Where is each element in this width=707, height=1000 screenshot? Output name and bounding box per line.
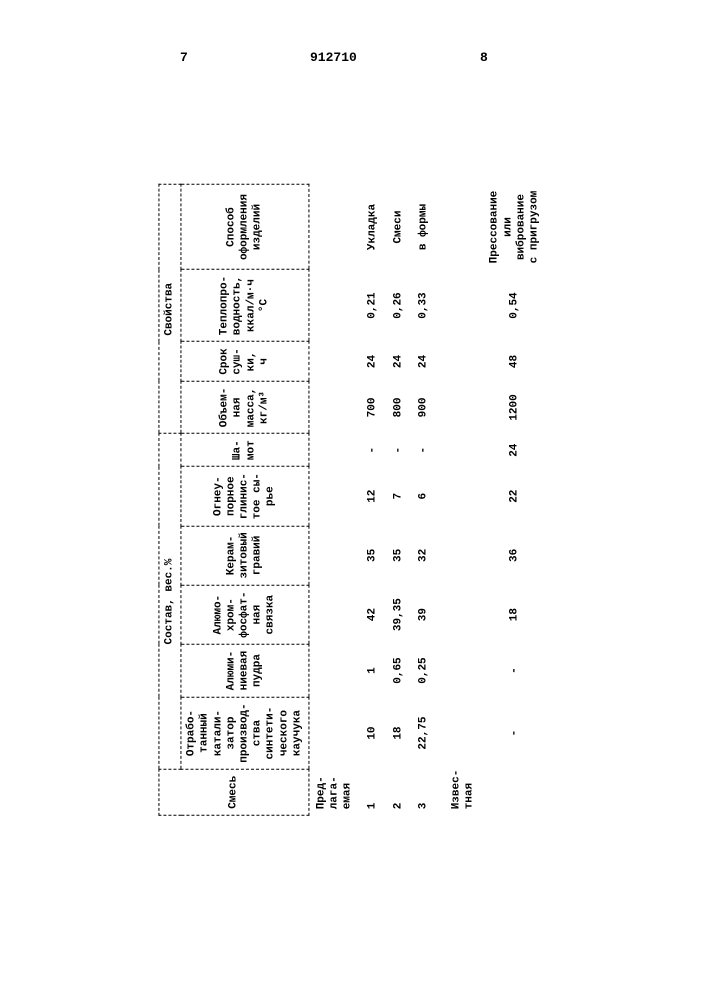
row-num [483, 769, 548, 815]
cell: 35 [361, 526, 386, 585]
cell: 35 [386, 526, 411, 585]
table-row: - - 18 36 22 24 1200 48 0,54 Прессование… [483, 185, 548, 816]
cell: 700 [361, 381, 386, 434]
col-density: Объем- ная масса, кг/м³ [181, 381, 309, 434]
page-number-right: 8 [480, 50, 488, 65]
cell: Прессование или вибрование с пригрузом [483, 185, 548, 270]
col-chamotte: Ша- мот [181, 434, 309, 467]
col-method: Способ оформления изделий [181, 185, 309, 270]
table-row: 2 18 0,65 39,35 35 7 - 800 24 0,26 Смеси [386, 185, 411, 816]
cell: 0,21 [361, 269, 386, 341]
col-gravel: Керам- зитовый гравий [181, 526, 309, 585]
group-label-row: Пред- лага- емая [309, 185, 361, 816]
cell: 24 [361, 342, 386, 381]
composition-properties-table: Смесь Состав, вес.% Свойства Отрабо- тан… [158, 184, 547, 816]
table-row: 1 10 1 42 35 12 - 700 24 0,21 Укладка [361, 185, 386, 816]
cell: 0,25 [411, 644, 436, 697]
cell: - [483, 644, 548, 697]
col-catalyst: Отрабо- танный катали- затор производ- с… [181, 697, 309, 769]
cell: - [386, 434, 411, 467]
cell: в формы [411, 185, 436, 270]
cell: 32 [411, 526, 436, 585]
cell: 24 [411, 342, 436, 381]
document-number: 912710 [310, 50, 357, 65]
cell: 0,26 [386, 269, 411, 341]
col-thermal: Теплопро- водность, ккал/м·ч °С [181, 269, 309, 341]
cell: - [411, 434, 436, 467]
proposed-label: Пред- лага- емая [309, 185, 361, 816]
col-properties: Свойства [159, 185, 181, 434]
cell: 1 [361, 644, 386, 697]
cell: 900 [411, 381, 436, 434]
cell: Укладка [361, 185, 386, 270]
cell: - [361, 434, 386, 467]
page-number-left: 7 [180, 50, 188, 65]
col-binder: Алюмо- хром- фосфат- ная связка [181, 585, 309, 644]
cell: 0,33 [411, 269, 436, 341]
group-label-row: Извес- тная [436, 185, 482, 816]
cell: 22,75 [411, 697, 436, 769]
known-label: Извес- тная [436, 185, 482, 816]
cell: 39,35 [386, 585, 411, 644]
cell: 0,54 [483, 269, 548, 341]
rotated-table-container: Смесь Состав, вес.% Свойства Отрабо- тан… [158, 184, 547, 816]
cell: 6 [411, 467, 436, 526]
cell: 42 [361, 585, 386, 644]
cell: 39 [411, 585, 436, 644]
cell: 36 [483, 526, 548, 585]
cell: 22 [483, 467, 548, 526]
cell: - [483, 697, 548, 769]
cell: 7 [386, 467, 411, 526]
cell: 12 [361, 467, 386, 526]
col-mix: Смесь [159, 769, 309, 815]
col-al-powder: Алюми- ниевая пудра [181, 644, 309, 697]
row-num: 1 [361, 769, 386, 815]
col-dry-time: Срок суш- ки, ч [181, 342, 309, 381]
cell: 24 [386, 342, 411, 381]
col-composition: Состав, вес.% [159, 434, 181, 770]
cell: Смеси [386, 185, 411, 270]
row-num: 2 [386, 769, 411, 815]
cell: 10 [361, 697, 386, 769]
cell: 0,65 [386, 644, 411, 697]
table-row: 3 22,75 0,25 39 32 6 - 900 24 0,33 в фор… [411, 185, 436, 816]
col-clay: Огнеу- порное глинис- тое сы- рье [181, 467, 309, 526]
row-num: 3 [411, 769, 436, 815]
cell: 1200 [483, 381, 548, 434]
cell: 18 [483, 585, 548, 644]
cell: 24 [483, 434, 548, 467]
cell: 800 [386, 381, 411, 434]
cell: 18 [386, 697, 411, 769]
cell: 48 [483, 342, 548, 381]
